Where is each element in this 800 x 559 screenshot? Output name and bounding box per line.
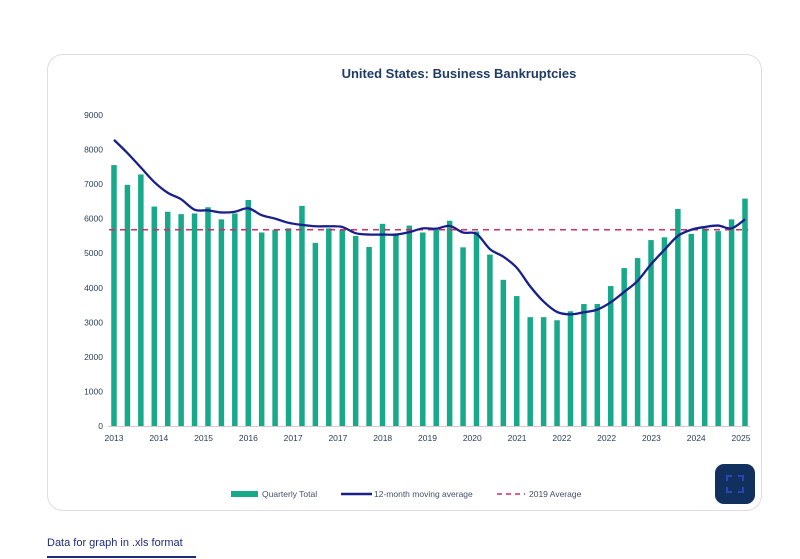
x-tick-label: 2021 — [508, 433, 527, 443]
bar — [715, 231, 721, 426]
y-axis: 0 1000 2000 3000 4000 5000 6000 7000 8000 9000 — [84, 110, 103, 431]
bar — [379, 223, 386, 426]
bar — [205, 207, 211, 426]
bar — [164, 211, 171, 426]
y-tick-label: 5000 — [84, 248, 103, 258]
legend: Quarterly Total 12-month moving average … — [231, 489, 582, 499]
x-tick-label: 2022 — [597, 433, 616, 443]
bar — [191, 213, 198, 426]
bar — [728, 219, 735, 426]
x-tick-label: 2017 — [328, 433, 347, 443]
bar — [124, 184, 131, 426]
bar-series — [111, 165, 748, 426]
y-tick-label: 3000 — [84, 317, 103, 327]
bar — [648, 240, 654, 426]
y-tick-label: 8000 — [84, 145, 103, 155]
bar — [366, 247, 372, 426]
legend-label-quarterly: Quarterly Total — [262, 489, 317, 499]
bar — [487, 254, 493, 426]
x-tick-label: 2020 — [463, 433, 482, 443]
bar — [393, 233, 399, 426]
bar — [527, 317, 533, 426]
bar — [420, 232, 426, 426]
x-tick-label: 2023 — [642, 433, 661, 443]
bar — [473, 231, 480, 426]
expand-chart-button[interactable] — [715, 464, 755, 504]
bar — [742, 198, 748, 426]
bar — [326, 228, 332, 426]
bar — [567, 311, 574, 426]
download-xls-link[interactable]: Data for graph in .xls format — [47, 537, 183, 549]
x-tick-label: 2015 — [194, 433, 213, 443]
moving-average-group — [113, 139, 746, 316]
bar — [675, 208, 681, 426]
bar — [258, 232, 265, 426]
legend-swatch-quarterly — [231, 491, 258, 497]
y-tick-label: 4000 — [84, 283, 103, 293]
x-tick-label: 2013 — [105, 433, 124, 443]
bar — [218, 219, 225, 426]
y-tick-label: 0 — [98, 421, 103, 431]
x-tick-label: 2019 — [418, 433, 437, 443]
y-tick-label: 2000 — [84, 352, 103, 362]
bar — [514, 296, 520, 426]
y-tick-label: 6000 — [84, 214, 103, 224]
legend-label-moving-average: 12-month moving average — [374, 489, 473, 499]
bar — [111, 165, 117, 426]
bar — [460, 247, 466, 426]
x-tick-label: 2017 — [284, 433, 303, 443]
bar — [138, 174, 144, 426]
y-tick-label: 7000 — [84, 179, 103, 189]
download-link-underline — [47, 556, 196, 558]
bar — [446, 220, 453, 426]
bar — [272, 229, 278, 426]
bar — [581, 304, 587, 426]
x-tick-label: 2024 — [687, 433, 706, 443]
x-tick-label: 2022 — [552, 433, 571, 443]
x-tick-label: 2025 — [732, 433, 751, 443]
bar — [299, 205, 305, 426]
chart-title: United States: Business Bankruptcies — [342, 66, 577, 81]
bar — [285, 228, 292, 426]
bar — [352, 235, 359, 426]
bar — [540, 317, 547, 426]
bar — [688, 233, 695, 426]
legend-label-2019-average: 2019 Average — [529, 489, 582, 499]
bar — [178, 214, 184, 426]
bar — [554, 320, 560, 426]
bar — [339, 229, 345, 426]
expand-icon — [726, 475, 744, 493]
bar — [232, 213, 238, 426]
bar — [621, 268, 627, 426]
bar — [634, 258, 641, 426]
bar — [661, 237, 668, 426]
bar — [500, 279, 507, 426]
y-tick-label: 9000 — [84, 110, 103, 120]
bar — [701, 228, 708, 426]
bar — [433, 229, 439, 426]
bar — [607, 286, 614, 426]
bar — [312, 242, 319, 426]
x-axis: 2013 2014 2015 2016 2017 2017 2018 2019 2020 2021… — [105, 433, 751, 443]
bar — [245, 200, 252, 426]
bar — [151, 206, 158, 426]
moving-average-line — [113, 139, 746, 316]
x-tick-label: 2016 — [239, 433, 258, 443]
bar — [406, 225, 413, 426]
x-tick-label: 2018 — [373, 433, 392, 443]
y-tick-label: 1000 — [84, 386, 103, 396]
x-tick-label: 2014 — [149, 433, 168, 443]
bar — [594, 304, 601, 426]
